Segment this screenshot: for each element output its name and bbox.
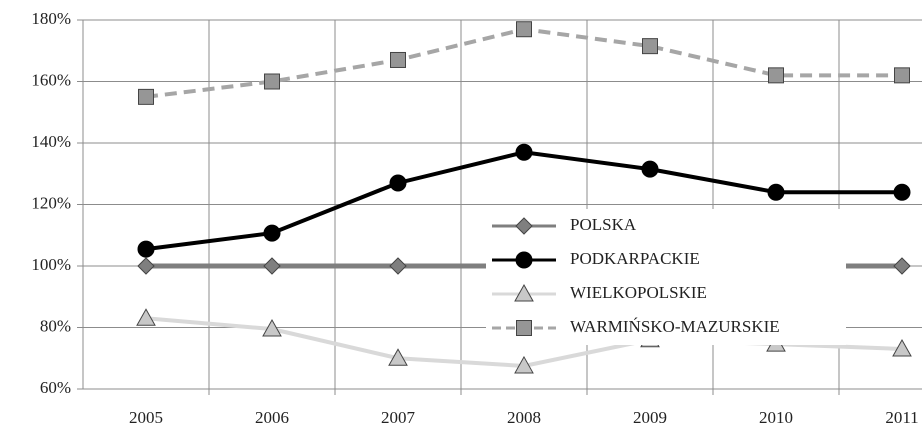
marker xyxy=(138,88,154,105)
series-line xyxy=(145,27,902,99)
y-tick-label: 140% xyxy=(31,132,71,151)
marker xyxy=(768,67,784,84)
marker xyxy=(893,183,911,201)
marker xyxy=(389,174,407,192)
y-tick-label: 120% xyxy=(31,193,71,212)
x-tick-label: 2009 xyxy=(633,408,667,427)
marker xyxy=(514,283,534,302)
legend-label: POLSKA xyxy=(570,215,637,234)
y-tick-label: 60% xyxy=(40,378,71,397)
x-tick-label: 2005 xyxy=(129,408,163,427)
marker xyxy=(136,308,156,326)
marker xyxy=(516,320,532,336)
x-tick-label: 2011 xyxy=(885,408,918,427)
y-tick-label: 100% xyxy=(31,255,71,274)
marker xyxy=(515,143,533,161)
y-tick-label: 80% xyxy=(40,316,71,335)
legend-label: PODKARPACKIE xyxy=(570,249,700,268)
marker xyxy=(264,73,280,90)
marker xyxy=(137,240,155,258)
legend-background xyxy=(486,209,846,345)
y-tick-label: 180% xyxy=(31,9,71,28)
marker xyxy=(262,319,282,337)
x-tick-label: 2010 xyxy=(759,408,793,427)
marker xyxy=(516,21,532,38)
marker xyxy=(390,51,406,68)
marker xyxy=(515,217,533,235)
marker xyxy=(892,339,912,357)
marker xyxy=(514,355,534,374)
legend-label: WARMIŃSKO-MAZURSKIE xyxy=(570,317,780,336)
marker xyxy=(893,257,911,275)
marker xyxy=(642,38,658,55)
marker xyxy=(389,257,407,275)
x-tick-label: 2007 xyxy=(381,408,416,427)
marker xyxy=(137,257,155,275)
legend-label: WIELKOPOLSKIE xyxy=(570,283,707,302)
marker xyxy=(767,183,785,201)
marker xyxy=(641,160,659,178)
x-tick-label: 2008 xyxy=(507,408,541,427)
y-tick-label: 160% xyxy=(31,70,71,89)
marker xyxy=(894,67,910,84)
x-tick-label: 2006 xyxy=(255,408,289,427)
marker xyxy=(515,251,533,269)
marker xyxy=(263,224,281,242)
marker xyxy=(263,257,281,275)
marker xyxy=(388,348,408,366)
